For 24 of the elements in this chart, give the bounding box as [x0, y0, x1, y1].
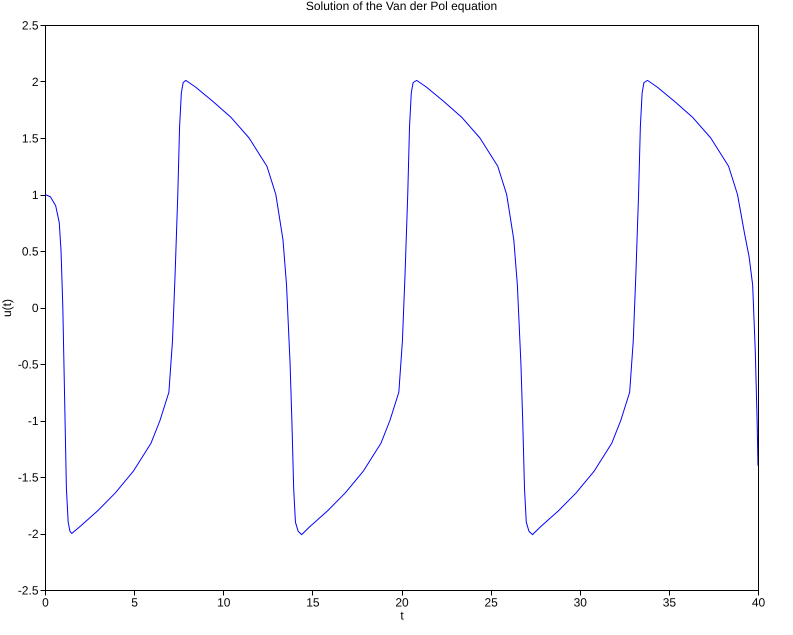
y-tick-label: -1 — [28, 414, 39, 428]
y-tick-label: -1.5 — [18, 470, 39, 484]
y-tick-label: 1.5 — [22, 132, 39, 146]
y-tick-label: 0 — [32, 301, 39, 315]
y-tick-label: -2.5 — [18, 584, 39, 598]
y-tick-label: 2 — [32, 75, 39, 89]
x-tick-label: 20 — [395, 596, 409, 610]
x-tick-label: 25 — [484, 596, 498, 610]
x-tick-label: 5 — [131, 596, 138, 610]
y-tick-label: 1 — [32, 188, 39, 202]
chart-title: Solution of the Van der Pol equation — [306, 0, 498, 13]
line-series — [45, 80, 758, 536]
x-tick-label: 40 — [752, 596, 766, 610]
x-tick-label: 30 — [574, 596, 588, 610]
y-tick-label: -2 — [28, 527, 39, 541]
y-tick-label: -0.5 — [18, 358, 39, 372]
x-tick-label: 35 — [662, 596, 676, 610]
y-tick-label: 0.5 — [22, 244, 39, 258]
x-tick-label: 0 — [42, 596, 50, 610]
x-tick-label: 15 — [306, 596, 320, 610]
y-axis-title: u(t) — [0, 298, 14, 317]
x-tick-label: 10 — [217, 596, 231, 610]
x-axis-title: t — [400, 608, 404, 622]
y-tick-label: 2.5 — [22, 18, 39, 32]
